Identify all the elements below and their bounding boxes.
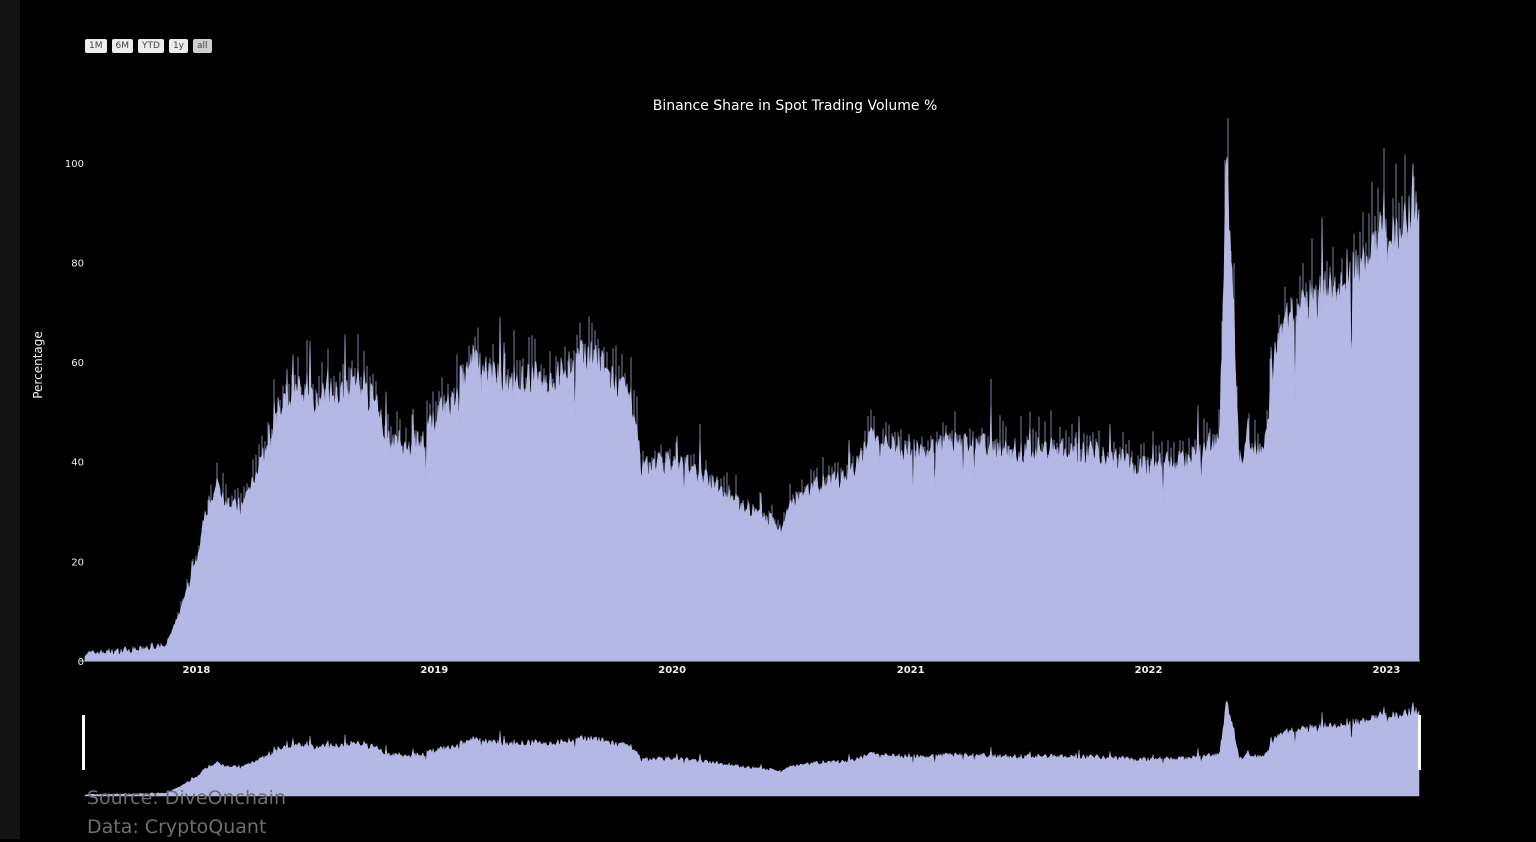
range-slider-area — [84, 700, 1420, 797]
y-axis-ticks: 0 20 40 60 80 100 — [65, 159, 84, 668]
x-tick-label: 2022 — [1135, 665, 1163, 676]
y-tick-label: 100 — [65, 159, 84, 170]
range-button-all[interactable]: all — [193, 39, 212, 53]
range-slider-right-handle[interactable] — [1418, 715, 1421, 770]
range-button-6m[interactable]: 6M — [111, 39, 133, 53]
range-selector: 1M 6M YTD 1y all — [85, 39, 212, 53]
chart-title: Binance Share in Spot Trading Volume % — [652, 98, 938, 114]
y-tick-label: 80 — [71, 258, 84, 269]
main-area-series — [84, 156, 1420, 662]
y-tick-label: 0 — [78, 657, 84, 668]
source-line: Source: DiveOnchain — [87, 787, 286, 809]
main-area-spikes — [84, 118, 1418, 657]
x-tick-label: 2023 — [1372, 665, 1400, 676]
y-tick-label: 40 — [71, 458, 84, 469]
range-slider[interactable] — [82, 700, 1421, 797]
x-tick-label: 2020 — [658, 665, 686, 676]
y-tick-label: 20 — [71, 557, 84, 568]
x-tick-label: 2021 — [897, 665, 925, 676]
range-slider-left-handle[interactable] — [82, 715, 85, 770]
y-tick-label: 60 — [71, 358, 84, 369]
range-button-1y[interactable]: 1y — [168, 39, 188, 53]
x-tick-label: 2019 — [420, 665, 448, 676]
x-axis-ticks: 2018 2019 2020 2021 2022 2023 — [183, 665, 1401, 676]
source-note: Source: DiveOnchain Data: CryptoQuant — [87, 784, 286, 842]
x-tick-label: 2018 — [183, 665, 211, 676]
range-button-ytd[interactable]: YTD — [138, 39, 164, 53]
left-edge-bar — [0, 0, 20, 839]
data-line: Data: CryptoQuant — [87, 816, 267, 838]
range-button-1m[interactable]: 1M — [85, 39, 107, 53]
